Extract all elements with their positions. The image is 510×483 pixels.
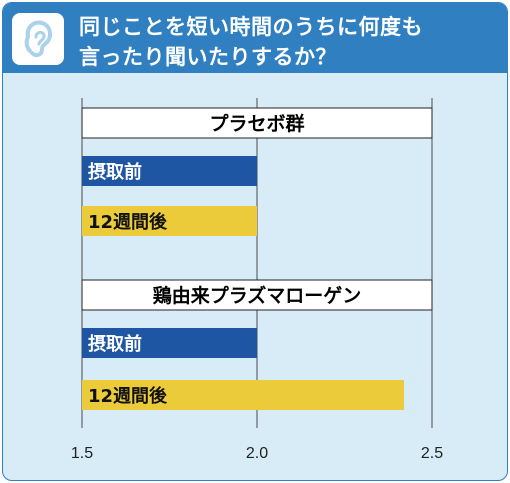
bar-0-1 [82, 206, 257, 236]
bar-label-0-1: 12週間後 [88, 211, 168, 233]
header-bar: 同じことを短い時間のうちに何度も 言ったり聞いたりするか？ [3, 3, 507, 73]
bar-label-1-0: 摂取前 [88, 333, 142, 355]
bar-label-1-1: 12週間後 [88, 385, 168, 407]
ear-icon [12, 13, 64, 65]
group-title-1: 鶏由来プラズマローゲン [153, 284, 362, 307]
x-tick-label-2: 2.5 [421, 445, 443, 462]
chart-title-line-2: 言ったり聞いたりするか？ [79, 45, 337, 69]
x-tick-label-0: 1.5 [71, 445, 93, 462]
bar-1-0 [82, 328, 257, 358]
group-title-box-1 [81, 279, 433, 311]
bar-1-1 [82, 380, 404, 410]
chart-title-line-1: 同じことを短い時間のうちに何度も [79, 15, 423, 39]
x-tick-label-1: 2.0 [246, 445, 268, 462]
bar-label-0-0: 摂取前 [88, 161, 142, 183]
bar-0-0 [82, 156, 257, 186]
group-title-box-0 [81, 107, 433, 139]
group-title-0: プラセボ群 [209, 112, 304, 135]
